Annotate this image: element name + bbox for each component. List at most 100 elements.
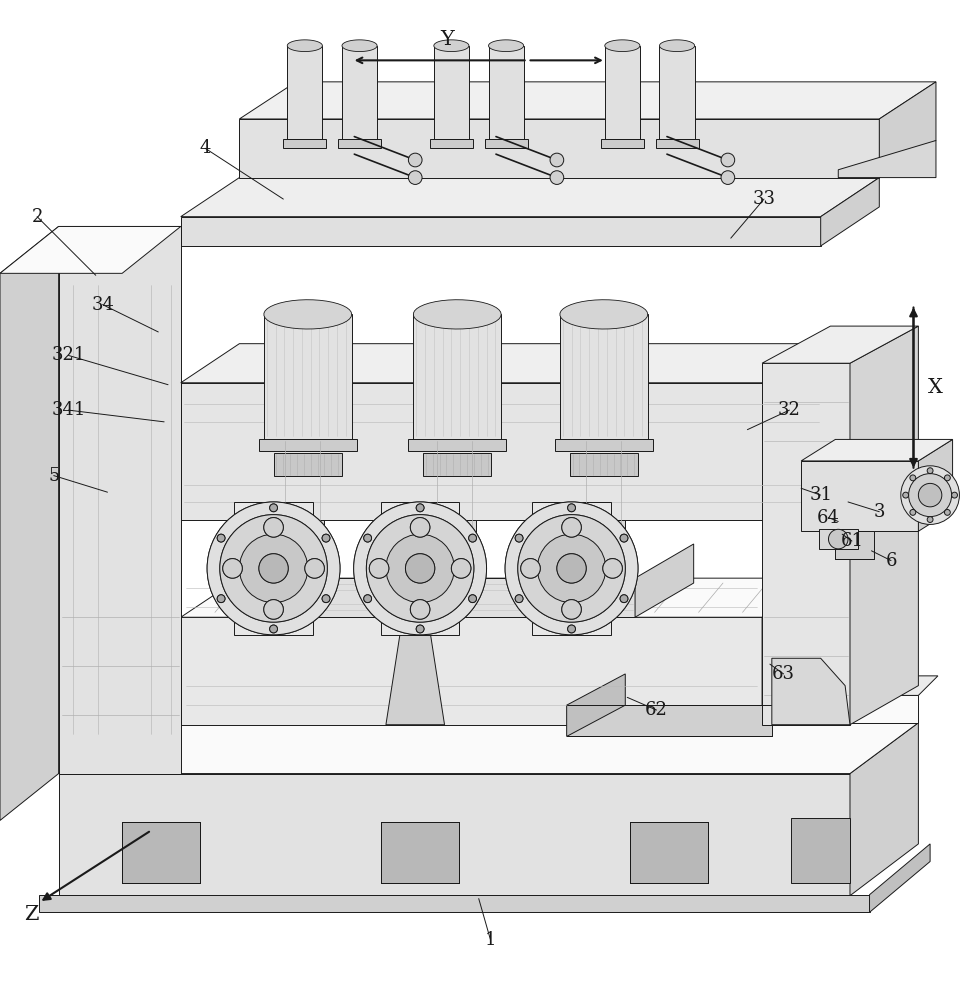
Circle shape	[945, 509, 951, 515]
Circle shape	[322, 534, 330, 542]
Polygon shape	[570, 453, 638, 476]
Circle shape	[910, 509, 915, 515]
Circle shape	[521, 559, 540, 578]
Polygon shape	[567, 705, 772, 736]
Text: 63: 63	[772, 665, 795, 683]
Circle shape	[363, 595, 371, 603]
Text: Z: Z	[24, 905, 38, 924]
Circle shape	[903, 492, 909, 498]
Polygon shape	[434, 46, 469, 139]
Text: 321: 321	[51, 346, 86, 364]
Polygon shape	[181, 383, 821, 520]
Circle shape	[305, 559, 324, 578]
Polygon shape	[287, 46, 322, 139]
Circle shape	[416, 625, 424, 633]
Polygon shape	[433, 520, 476, 578]
Circle shape	[568, 504, 575, 512]
Circle shape	[562, 518, 581, 537]
Circle shape	[927, 468, 933, 474]
Circle shape	[416, 504, 424, 512]
Text: 5: 5	[48, 467, 60, 485]
Text: 33: 33	[752, 190, 776, 208]
Circle shape	[217, 595, 225, 603]
Polygon shape	[287, 40, 322, 52]
Circle shape	[322, 595, 330, 603]
Polygon shape	[819, 529, 858, 549]
Polygon shape	[762, 326, 918, 363]
Polygon shape	[59, 226, 181, 774]
Circle shape	[557, 554, 586, 583]
Polygon shape	[181, 578, 821, 617]
Polygon shape	[239, 82, 936, 119]
Circle shape	[369, 559, 389, 578]
Circle shape	[416, 625, 424, 633]
Polygon shape	[264, 300, 352, 329]
Polygon shape	[835, 531, 874, 559]
Circle shape	[568, 625, 575, 633]
Circle shape	[264, 600, 283, 619]
Circle shape	[515, 595, 523, 603]
Circle shape	[270, 625, 277, 633]
Polygon shape	[181, 617, 762, 725]
Polygon shape	[0, 226, 59, 820]
Circle shape	[918, 483, 942, 507]
Circle shape	[505, 502, 638, 635]
Circle shape	[620, 534, 628, 542]
Circle shape	[410, 600, 430, 619]
Text: 61: 61	[840, 532, 864, 550]
Text: 2: 2	[31, 208, 43, 226]
Circle shape	[410, 518, 430, 537]
Polygon shape	[413, 314, 501, 441]
Polygon shape	[821, 178, 879, 246]
Polygon shape	[342, 46, 377, 139]
Polygon shape	[801, 439, 953, 461]
Circle shape	[537, 534, 606, 603]
Circle shape	[952, 492, 957, 498]
Polygon shape	[567, 674, 625, 736]
Polygon shape	[59, 723, 918, 774]
Polygon shape	[605, 46, 640, 139]
Polygon shape	[488, 46, 524, 139]
Circle shape	[217, 534, 225, 542]
Circle shape	[405, 554, 435, 583]
Text: 31: 31	[809, 486, 832, 504]
Polygon shape	[381, 822, 459, 883]
Polygon shape	[555, 439, 653, 451]
Polygon shape	[239, 119, 879, 178]
Text: 6: 6	[885, 552, 897, 570]
Circle shape	[366, 515, 474, 622]
Circle shape	[515, 534, 523, 542]
Polygon shape	[342, 40, 377, 52]
Polygon shape	[635, 544, 694, 617]
Circle shape	[557, 554, 586, 583]
Polygon shape	[918, 439, 953, 531]
Circle shape	[410, 600, 430, 619]
Circle shape	[239, 534, 308, 603]
Circle shape	[207, 502, 340, 635]
Polygon shape	[659, 46, 695, 139]
Polygon shape	[423, 453, 491, 476]
Text: 341: 341	[51, 401, 86, 419]
Circle shape	[264, 518, 283, 537]
Circle shape	[259, 554, 288, 583]
Circle shape	[305, 559, 324, 578]
Polygon shape	[532, 502, 611, 635]
Polygon shape	[283, 139, 326, 148]
Circle shape	[405, 554, 435, 583]
Circle shape	[901, 466, 959, 524]
Circle shape	[416, 504, 424, 512]
Text: 4: 4	[199, 139, 211, 157]
Circle shape	[945, 475, 951, 481]
Circle shape	[217, 534, 225, 542]
Polygon shape	[122, 822, 200, 883]
Polygon shape	[630, 822, 708, 883]
Circle shape	[562, 600, 581, 619]
Circle shape	[469, 595, 477, 603]
Circle shape	[223, 559, 242, 578]
Circle shape	[207, 502, 340, 635]
Polygon shape	[762, 578, 821, 725]
Polygon shape	[39, 895, 870, 912]
Polygon shape	[560, 300, 648, 329]
Circle shape	[369, 559, 389, 578]
Polygon shape	[582, 520, 625, 578]
